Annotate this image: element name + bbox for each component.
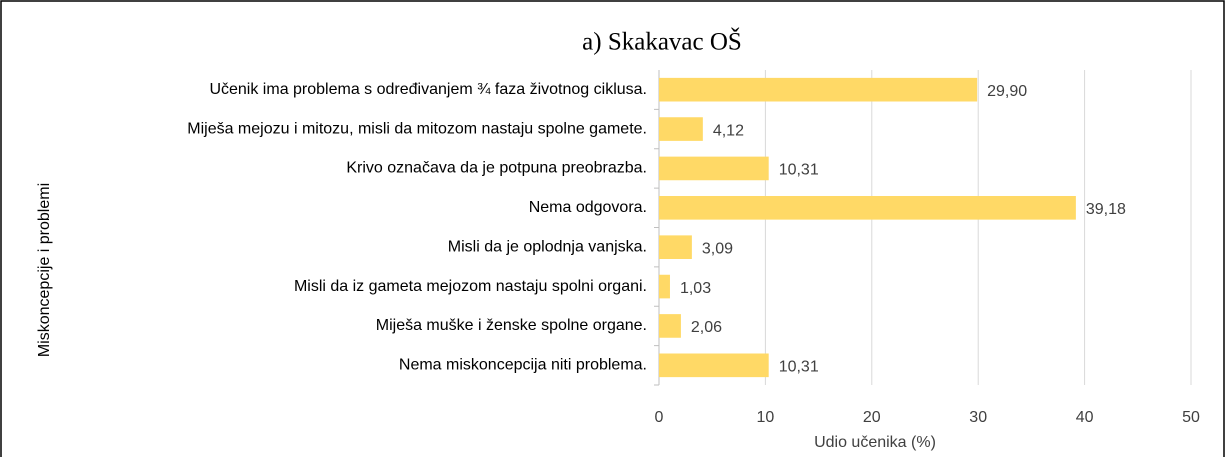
data-label: 10,31	[779, 359, 819, 376]
bar	[659, 235, 692, 259]
y-tick-label: Misli da je oplodnja vanjska.	[448, 238, 647, 255]
bar	[659, 117, 703, 141]
x-tick-label: 40	[1076, 409, 1094, 426]
x-tick-label: 30	[969, 409, 987, 426]
data-label: 1,03	[680, 280, 711, 297]
x-tick-label: 20	[863, 409, 881, 426]
y-tick-label: Nema miskoncepcija niti problema.	[399, 357, 647, 374]
bar	[659, 77, 978, 102]
y-tick-label: Krivo označava da je potpuna preobrazba.	[346, 160, 647, 177]
x-tick-label: 0	[655, 409, 664, 426]
data-label: 29,90	[987, 83, 1027, 100]
data-label: 39,18	[1086, 201, 1126, 218]
y-tick-label: Miješa mejozu i mitozu, misli da mitozom…	[187, 120, 647, 137]
y-axis-label: Miskoncepcije i problemi	[36, 183, 53, 357]
x-tick-label: 50	[1182, 409, 1200, 426]
x-axis-label: Udio učenika (%)	[814, 434, 936, 451]
data-label: 4,12	[713, 122, 744, 139]
y-tick-label: Misli da iz gameta mejozom nastaju spoln…	[294, 278, 647, 295]
bar	[659, 314, 681, 338]
data-label: 2,06	[691, 319, 722, 336]
bar	[659, 274, 670, 299]
data-label: 3,09	[702, 240, 733, 257]
x-tick-label: 10	[757, 409, 775, 426]
chart-title: a) Skakavac OŠ	[582, 27, 742, 56]
bar	[659, 353, 769, 378]
bar	[659, 196, 1076, 220]
y-tick-label: Učenik ima problema s određivanjem ¾ faz…	[209, 81, 647, 98]
bar	[659, 156, 769, 181]
data-label: 10,31	[779, 162, 819, 179]
y-tick-label: Nema odgovora.	[529, 199, 647, 216]
y-tick-label: Miješa muške i ženske spolne organe.	[376, 317, 647, 334]
